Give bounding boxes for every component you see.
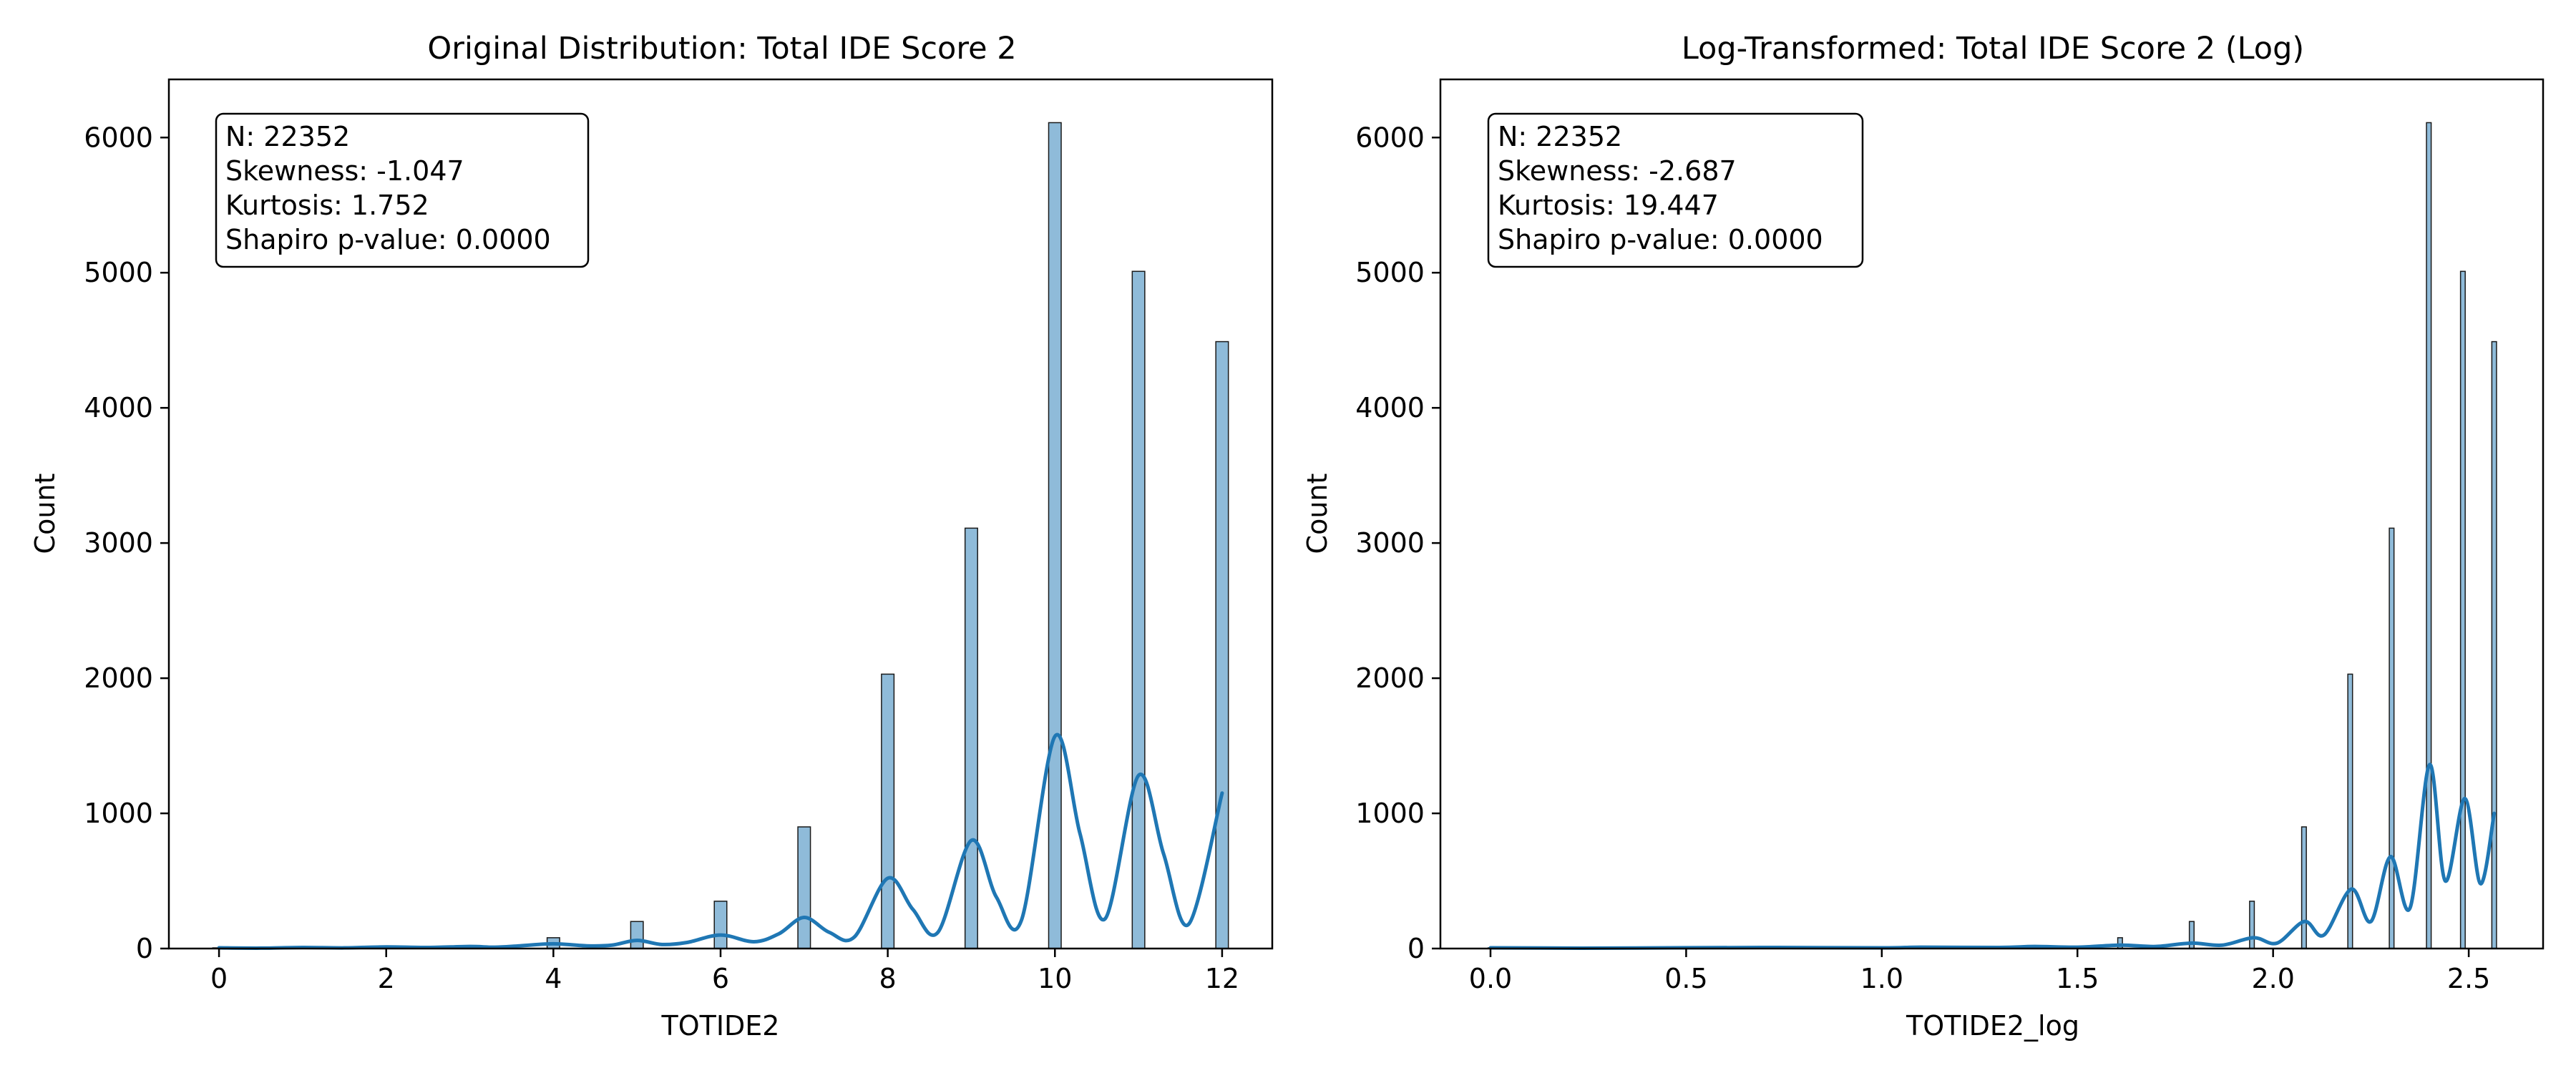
stats-box: N: 22352 Skewness: -1.047 Kurtosis: 1.75… [215,112,590,268]
y-tick-label: 1000 [84,798,153,829]
stats-line-kurtosis: Kurtosis: 1.752 [225,190,429,221]
x-tick-label: 6 [712,963,729,994]
y-tick-label: 5000 [84,257,153,288]
y-tick-label: 6000 [84,122,153,153]
histogram-bar [1048,122,1062,949]
y-tick-label: 3000 [1355,527,1425,559]
y-tick-label: 0 [1407,933,1425,964]
histogram-bar [2459,270,2466,949]
x-axis-label: TOTIDE2_log [1906,1010,2079,1042]
stats-box-frame [215,112,590,268]
plot-frame [167,78,1274,950]
x-tick-label: 0 [210,963,228,994]
stats-line-kurtosis: Kurtosis: 19.447 [1498,190,1719,221]
x-tick-label: 8 [879,963,897,994]
y-tick-label: 5000 [1355,257,1425,288]
stats-box-frame [1487,112,1864,268]
stats-line-n: N: 22352 [1498,121,1622,152]
y-tick-label: 3000 [84,527,153,559]
x-tick-label: 0.0 [1469,963,1512,994]
histogram-bar [713,901,728,949]
histogram-bar [2426,122,2432,949]
x-tick-label: 10 [1038,963,1072,994]
histogram-panel-original: Original Distribution: Total IDE Score 2… [29,31,1274,1042]
histogram-bar [2301,826,2307,949]
histogram-bar [881,673,895,949]
chart-title: Log-Transformed: Total IDE Score 2 (Log) [1682,31,2304,67]
x-tick-label: 2.0 [2251,963,2294,994]
y-axis-label: Count [29,474,61,554]
x-tick-label: 1.5 [2056,963,2099,994]
y-tick-label: 6000 [1355,122,1425,153]
y-tick-label: 1000 [1355,798,1425,829]
stats-line-skewness: Skewness: -1.047 [225,155,464,187]
chart-title: Original Distribution: Total IDE Score 2 [427,31,1016,67]
stats-box: N: 22352 Skewness: -2.687 Kurtosis: 19.4… [1487,112,1864,268]
histogram-bar [2347,673,2353,949]
histogram-bar [2249,901,2255,949]
histogram-bar [2491,340,2497,949]
y-axis-label: Count [1302,474,1333,554]
x-tick-label: 2 [378,963,395,994]
x-tick-label: 1.0 [1860,963,1903,994]
x-tick-label: 4 [545,963,562,994]
histogram-bar [1215,340,1229,949]
histogram-bar [1131,270,1146,949]
histogram-bar [2389,527,2395,949]
stats-line-n: N: 22352 [225,121,350,152]
y-tick-label: 0 [136,933,153,964]
stats-line-shapiro: Shapiro p-value: 0.0000 [225,224,551,255]
stats-line-shapiro: Shapiro p-value: 0.0000 [1498,224,1823,255]
y-tick-label: 4000 [84,392,153,423]
histogram-bar [964,527,978,949]
y-tick-label: 4000 [1355,392,1425,423]
y-tick-group: 0 1000 2000 3000 4000 5000 6000 [84,122,169,964]
x-tick-label: 2.5 [2447,963,2490,994]
kde-line [217,733,1224,950]
x-tick-group: 0.0 0.5 1.0 1.5 2.0 2.5 [1469,949,2490,994]
kde-group [217,733,1224,950]
histogram-bar [630,921,644,949]
x-tick-group: 0 2 4 6 8 10 12 [210,949,1239,994]
y-tick-label: 2000 [1355,662,1425,694]
histogram-bar [797,826,811,949]
stats-line-skewness: Skewness: -2.687 [1498,155,1737,187]
histogram-panel-log: Log-Transformed: Total IDE Score 2 (Log)… [1302,31,2545,1042]
x-tick-label: 0.5 [1664,963,1707,994]
y-tick-group: 0 1000 2000 3000 4000 5000 6000 [1355,122,1440,964]
x-axis-label: TOTIDE2 [661,1010,780,1042]
plot-frame [1439,78,2545,950]
y-tick-label: 2000 [84,662,153,694]
x-tick-label: 12 [1205,963,1239,994]
